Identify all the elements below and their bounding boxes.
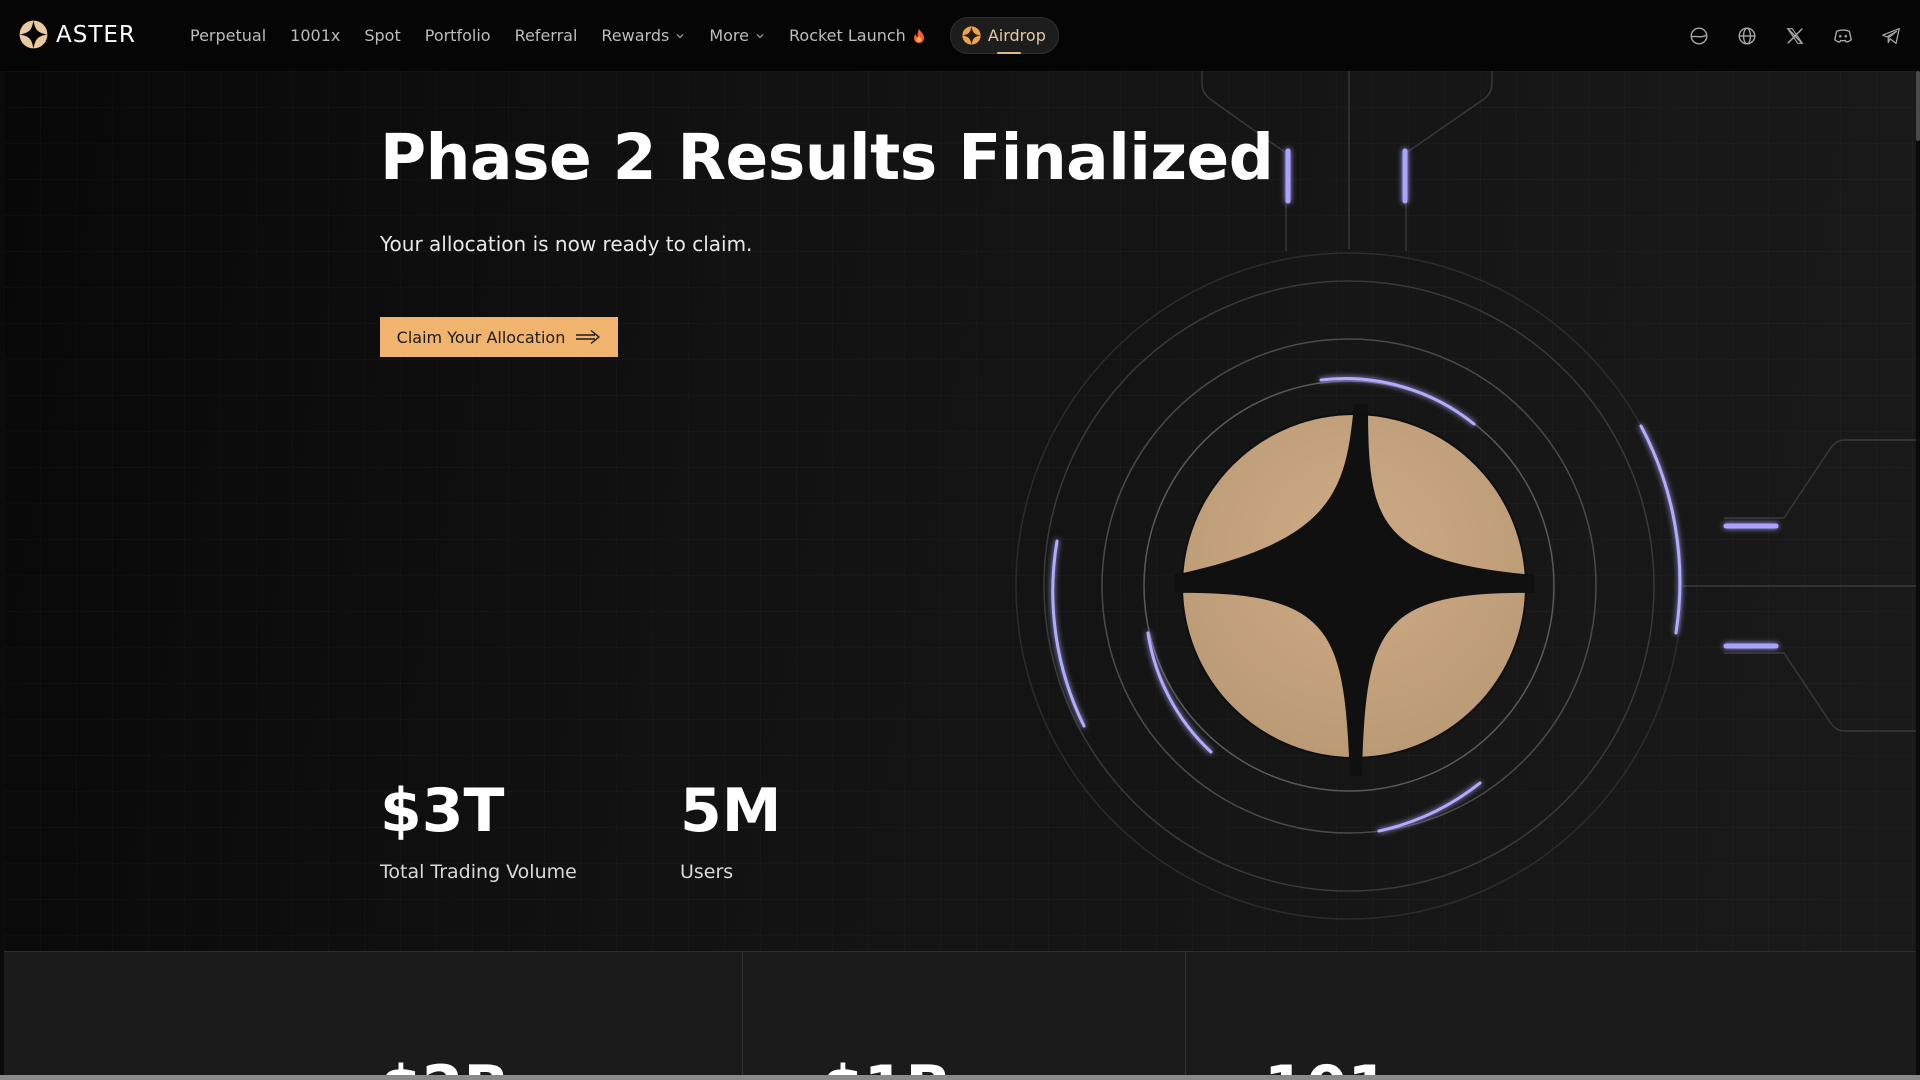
nav-label: 1001x [290, 26, 341, 45]
airdrop-label: Airdrop [987, 26, 1046, 45]
brand-logo[interactable]: ASTER [19, 20, 136, 49]
stat-value: $3T [380, 776, 505, 846]
claim-allocation-button[interactable]: Claim Your Allocation [380, 317, 618, 357]
chevron-down-icon [756, 33, 764, 38]
nav-item-portfolio[interactable]: Portfolio [413, 26, 503, 45]
lower-stat-value: 101 [1264, 1058, 1389, 1080]
hero-title: Phase 2 Results Finalized [380, 121, 1274, 194]
flame-icon [913, 28, 924, 43]
nav-item-referral[interactable]: Referral [503, 26, 590, 45]
column-divider [1185, 952, 1186, 1080]
telegram-icon[interactable] [1880, 25, 1902, 47]
nav-label: Referral [514, 26, 578, 45]
column-divider [742, 952, 743, 1080]
nav-label: Perpetual [190, 26, 267, 45]
x-twitter-icon[interactable] [1784, 25, 1806, 47]
grid-background [4, 71, 1916, 951]
lower-stats-section: $2B $1B 101 [4, 951, 1916, 1080]
arrow-right-icon [576, 329, 601, 345]
aster-emblem-illustration [1015, 71, 1916, 920]
nav-item-rewards[interactable]: Rewards [589, 26, 697, 45]
stat-label: Total Trading Volume [380, 861, 577, 883]
brand-name: ASTER [56, 21, 136, 48]
hero-section: Phase 2 Results Finalized Your allocatio… [4, 71, 1916, 951]
nav-label: Rocket Launch [789, 26, 906, 45]
nav-item-spot[interactable]: Spot [352, 26, 412, 45]
nav-label: Portfolio [424, 26, 491, 45]
hero-subtitle: Your allocation is now ready to claim. [380, 232, 753, 256]
aster-logo-icon [19, 20, 48, 49]
globe-icon[interactable] [1736, 25, 1758, 47]
scrollbar-track[interactable] [1916, 71, 1920, 1080]
airdrop-button[interactable]: Airdrop [949, 17, 1059, 54]
claim-button-label: Claim Your Allocation [396, 327, 566, 347]
horizontal-scrollbar[interactable] [0, 1075, 1920, 1080]
lower-stat-value: $2B [380, 1058, 509, 1080]
lower-stat-value: $1B [822, 1058, 951, 1080]
main-menu: Perpetual 1001x Spot Portfolio Referral … [190, 0, 1059, 71]
nav-label: More [709, 26, 749, 45]
nav-item-rocket-launch[interactable]: Rocket Launch [777, 26, 938, 45]
nav-item-more[interactable]: More [697, 26, 777, 45]
nav-label: Spot [364, 26, 401, 45]
nav-icon-group [1688, 0, 1902, 71]
top-nav: ASTER Perpetual 1001x Spot Portfolio Ref… [0, 0, 1920, 71]
nav-item-1001x[interactable]: 1001x [278, 26, 352, 45]
stat-users: 5M Users [680, 781, 781, 883]
scrollbar-thumb[interactable] [1916, 71, 1920, 141]
discord-icon[interactable] [1832, 25, 1854, 47]
aster-logo-icon [962, 26, 981, 45]
chevron-down-icon [676, 33, 684, 38]
stat-trading-volume: $3T Total Trading Volume [380, 781, 577, 883]
nav-item-perpetual[interactable]: Perpetual [190, 26, 278, 45]
stat-label: Users [680, 861, 734, 883]
stat-value: 5M [680, 776, 782, 846]
nav-label: Rewards [601, 26, 670, 45]
theme-toggle-icon[interactable] [1688, 25, 1710, 47]
